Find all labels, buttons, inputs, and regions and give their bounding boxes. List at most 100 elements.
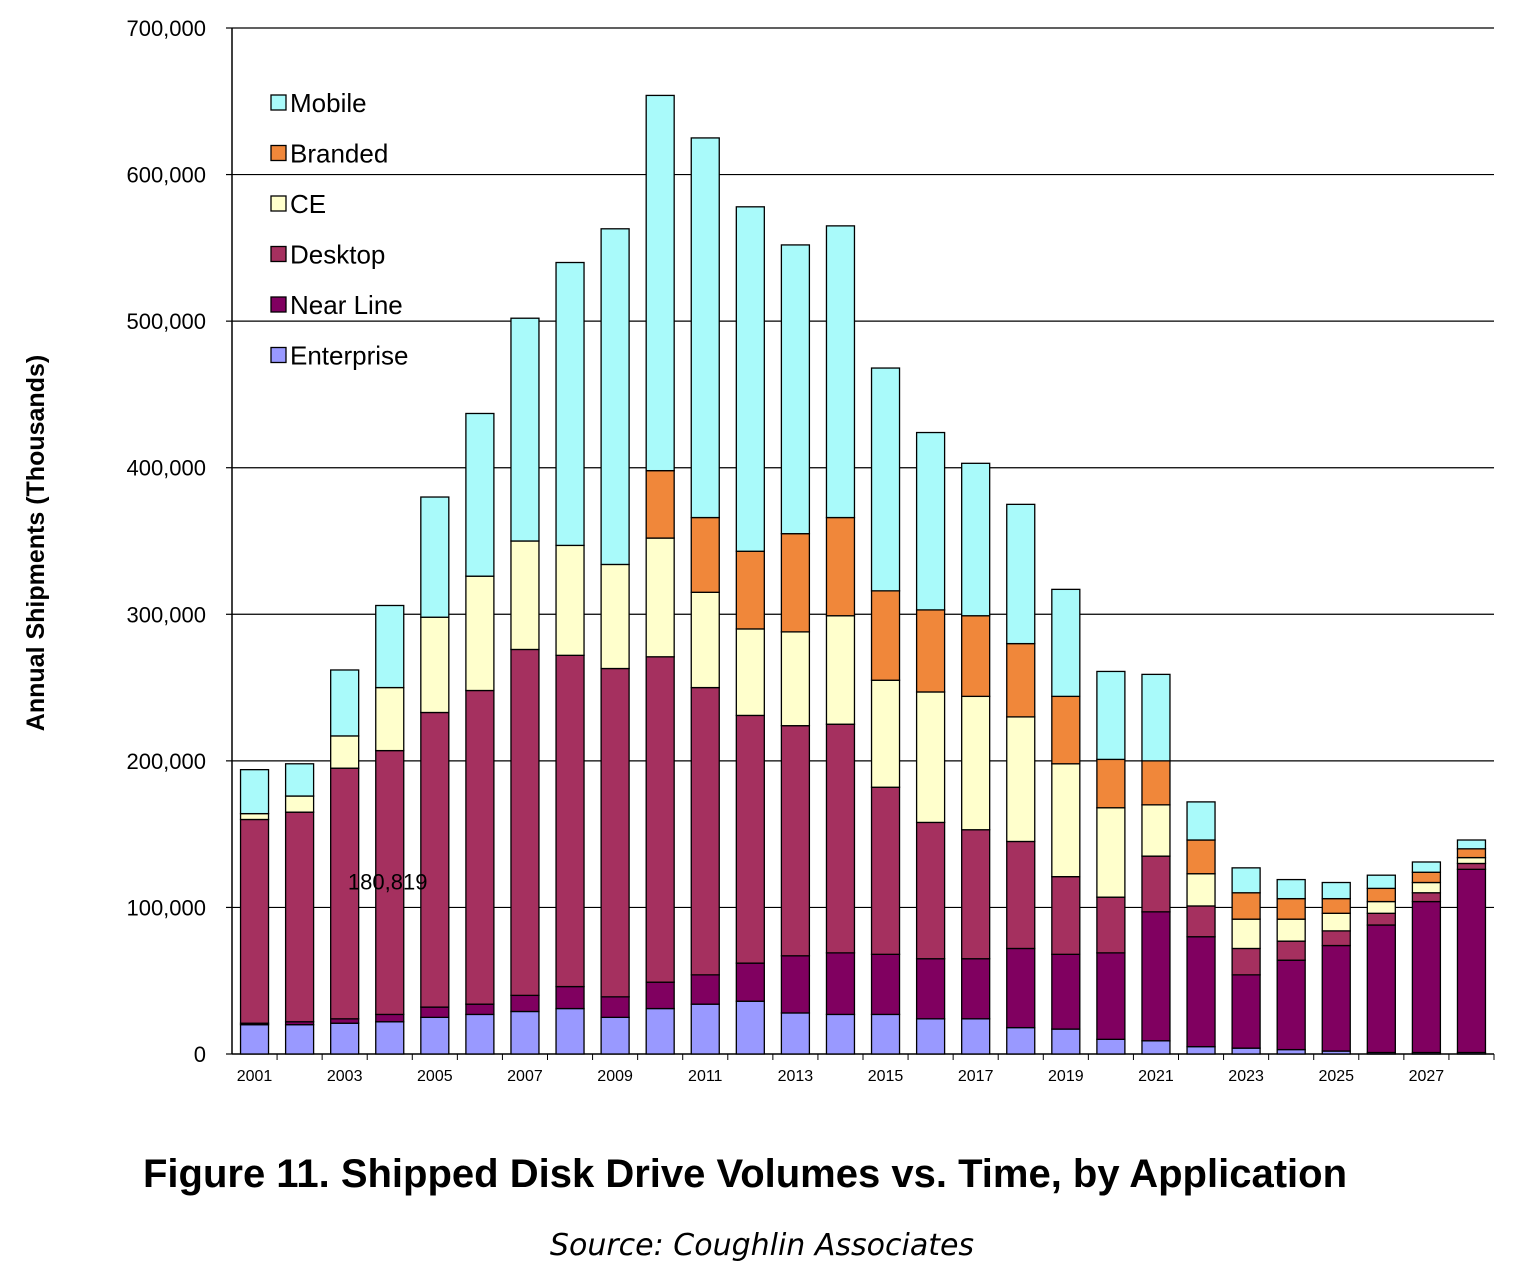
bar-desktop-2023 (1231, 947, 1261, 976)
bar-desktop-2026 (1366, 912, 1396, 926)
bar-near-line-2005 (420, 1006, 450, 1019)
bar-near-line-2003 (330, 1018, 360, 1024)
legend-swatch-enterprise (270, 346, 287, 364)
bar-stack-2028 (1456, 839, 1487, 1055)
bar-desktop-2005 (420, 711, 450, 1008)
legend-swatch-ce (270, 195, 287, 212)
bar-stack-2006 (465, 412, 495, 1055)
legend-label-ce: CE (290, 189, 326, 219)
bar-mobile-2026 (1366, 874, 1396, 890)
bar-branded-2026 (1366, 887, 1396, 903)
bar-enterprise-2017 (961, 1018, 991, 1055)
bar-enterprise-2019 (1051, 1028, 1081, 1055)
bar-ce-2002 (284, 795, 315, 813)
bar-desktop-2014 (825, 723, 856, 954)
bar-enterprise-2014 (825, 1013, 856, 1055)
bar-ce-2017 (961, 695, 991, 831)
bar-desktop-2012 (735, 714, 765, 964)
bar-near-line-2018 (1006, 947, 1036, 1029)
bar-mobile-2001 (239, 769, 270, 815)
bar-stack-2021 (1141, 673, 1171, 1055)
bar-ce-2028 (1456, 856, 1487, 865)
bar-branded-2021 (1141, 760, 1171, 806)
bar-ce-2027 (1411, 881, 1442, 894)
y-tick-label-3: 300,000 (126, 602, 206, 627)
bar-stack-2019 (1051, 588, 1081, 1055)
bar-ce-2003 (330, 735, 360, 769)
bar-mobile-2006 (465, 412, 495, 577)
x-tick-label-2015: 2015 (868, 1068, 904, 1085)
bar-near-line-2021 (1141, 911, 1171, 1042)
bar-stack-2015 (870, 367, 901, 1055)
x-tick-label-2011: 2011 (688, 1068, 723, 1085)
bar-desktop-2027 (1411, 892, 1442, 903)
x-tick-label-2019: 2019 (1048, 1068, 1084, 1085)
bar-ce-2005 (420, 616, 450, 714)
bar-desktop-2025 (1321, 930, 1351, 947)
figure-caption: Figure 11. Shipped Disk Drive Volumes vs… (142, 1152, 1348, 1196)
bar-enterprise-2007 (510, 1010, 540, 1055)
bar-branded-2028 (1456, 848, 1487, 859)
bar-mobile-2019 (1051, 588, 1081, 698)
bar-stack-2003 (330, 669, 360, 1055)
y-axis-label: Annual Shipments (Thousands) (22, 355, 50, 731)
bar-mobile-2011 (690, 137, 720, 519)
bar-mobile-2013 (780, 244, 811, 535)
bar-branded-2023 (1231, 892, 1261, 920)
bar-mobile-2005 (420, 496, 450, 618)
bar-enterprise-2006 (465, 1013, 495, 1055)
bar-stack-2009 (600, 228, 630, 1055)
bar-stack-2008 (555, 261, 585, 1055)
x-tick-label-2001: 2001 (237, 1068, 273, 1085)
bar-near-line-2028 (1456, 868, 1487, 1054)
bar-stack-2007 (510, 317, 540, 1055)
bar-branded-2018 (1006, 642, 1036, 718)
bar-enterprise-2015 (870, 1013, 901, 1055)
bar-stack-2001 (239, 769, 270, 1055)
bar-mobile-2025 (1321, 881, 1351, 900)
bar-stack-2014 (825, 225, 856, 1055)
bar-branded-2014 (825, 516, 856, 617)
bar-enterprise-2021 (1141, 1040, 1171, 1055)
bar-ce-2006 (465, 575, 495, 692)
bar-near-line-2026 (1366, 924, 1396, 1054)
bar-mobile-2003 (330, 669, 360, 737)
bar-ce-2024 (1276, 918, 1306, 942)
bar-ce-2023 (1231, 918, 1261, 950)
bar-enterprise-2002 (284, 1024, 315, 1055)
bar-ce-2011 (690, 591, 720, 689)
bar-stack-2023 (1231, 867, 1261, 1055)
bar-mobile-2022 (1186, 801, 1216, 841)
bar-desktop-2008 (555, 654, 585, 988)
bar-stack-2002 (284, 763, 315, 1055)
bar-near-line-2017 (961, 958, 991, 1020)
x-tick-label-2023: 2023 (1228, 1068, 1264, 1085)
bar-ce-2020 (1096, 807, 1126, 898)
bar-mobile-2014 (825, 225, 856, 519)
legend-label-enterprise: Enterprise (290, 341, 409, 371)
bar-enterprise-2004 (375, 1021, 405, 1055)
bar-mobile-2010 (645, 94, 675, 472)
bar-branded-2024 (1276, 897, 1306, 920)
bar-stack-2012 (735, 206, 765, 1055)
bar-near-line-2025 (1321, 944, 1351, 1052)
bar-ce-2004 (375, 686, 405, 752)
x-tick-label-2025: 2025 (1318, 1068, 1354, 1085)
bar-mobile-2027 (1411, 861, 1442, 873)
bar-ce-2007 (510, 540, 540, 651)
legend-swatch-branded (270, 144, 287, 162)
bar-near-line-2019 (1051, 953, 1081, 1030)
bar-branded-2019 (1051, 695, 1081, 765)
bar-branded-2011 (690, 516, 720, 593)
bar-stack-2010 (645, 94, 675, 1055)
bar-ce-2025 (1321, 912, 1351, 932)
bar-branded-2016 (915, 609, 946, 693)
bar-enterprise-2022 (1186, 1046, 1216, 1055)
bar-branded-2015 (870, 590, 901, 681)
legend: Mobile Branded CE Desktop Near Line Enterpris… (270, 88, 409, 371)
bar-mobile-2009 (600, 228, 630, 566)
bar-enterprise-2020 (1096, 1038, 1126, 1055)
y-tick-label-0: 0 (194, 1042, 206, 1067)
x-tick-label-2009: 2009 (597, 1068, 633, 1085)
bar-branded-2013 (780, 533, 811, 633)
